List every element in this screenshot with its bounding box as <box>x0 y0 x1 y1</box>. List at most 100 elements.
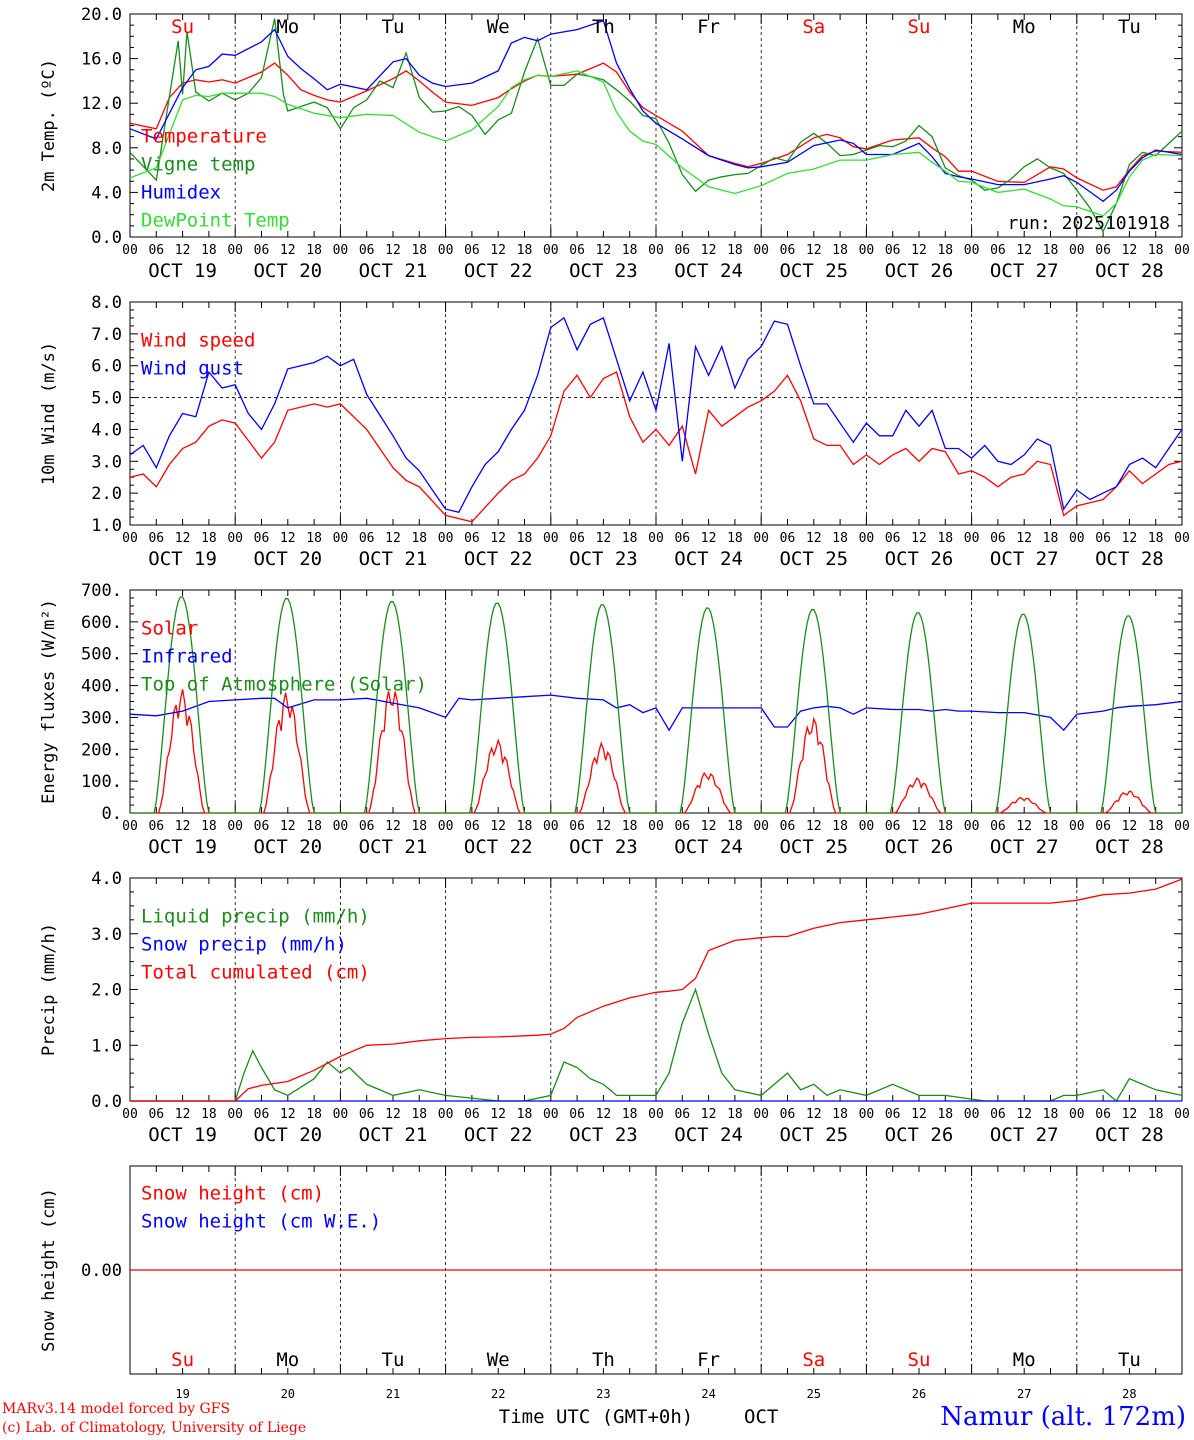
y-tick-label: 20.0 <box>81 5 122 25</box>
x-hour-label: 06 <box>569 1107 585 1122</box>
x-hour-label: 12 <box>280 531 296 546</box>
series-humidex-line <box>129 19 1183 203</box>
x-hour-label: 18 <box>201 531 217 546</box>
x-hour-label: 06 <box>885 531 901 546</box>
x-hour-label: 12 <box>280 243 296 258</box>
y-tick-label: 2.0 <box>91 981 122 1001</box>
x-hour-label: 12 <box>911 819 927 834</box>
x-hour-label: 18 <box>727 243 743 258</box>
x-date-label: OCT 22 <box>464 1124 533 1146</box>
x-hour-label: 06 <box>148 819 164 834</box>
x-date-label: OCT 27 <box>990 1124 1059 1146</box>
x-hour-label: 18 <box>622 819 638 834</box>
x-hour-label: 06 <box>1095 819 1111 834</box>
day-number-label: 20 <box>281 1387 295 1401</box>
x-hour-label: 00 <box>753 531 769 546</box>
x-date-label: OCT 26 <box>885 836 954 858</box>
x-date-label: OCT 23 <box>569 836 638 858</box>
y-tick-label: 1.0 <box>91 516 122 536</box>
x-date-label: OCT 28 <box>1095 1124 1164 1146</box>
x-hour-label: 12 <box>1016 819 1032 834</box>
y-tick-label: 16.0 <box>81 50 122 70</box>
x-date-label: OCT 27 <box>990 548 1059 570</box>
y-tick-label: 4.0 <box>91 869 122 889</box>
x-hour-label: 06 <box>1095 1107 1111 1122</box>
x-hour-label: 00 <box>859 531 875 546</box>
x-hour-label: 12 <box>280 819 296 834</box>
y-tick-label: 400. <box>81 677 122 697</box>
x-hour-label: 12 <box>1016 531 1032 546</box>
x-hour-label: 00 <box>859 819 875 834</box>
x-hour-label: 18 <box>832 531 848 546</box>
x-date-label: OCT 21 <box>359 260 428 282</box>
x-hour-label: 18 <box>517 1107 533 1122</box>
x-hour-label: 18 <box>1148 819 1164 834</box>
x-hour-label: 00 <box>1174 1107 1190 1122</box>
x-hour-label: 18 <box>1148 1107 1164 1122</box>
x-hour-label: 06 <box>359 819 375 834</box>
x-date-label: OCT 22 <box>464 836 533 858</box>
x-hour-label: 12 <box>1122 531 1138 546</box>
x-hour-label: 12 <box>490 243 506 258</box>
x-date-label: OCT 28 <box>1095 836 1164 858</box>
y-tick-label: 4.0 <box>91 183 122 203</box>
day-number-label: 22 <box>491 1387 505 1401</box>
x-hour-label: 06 <box>569 819 585 834</box>
x-date-label: OCT 21 <box>359 1124 428 1146</box>
x-date-label: OCT 20 <box>253 260 322 282</box>
x-hour-label: 12 <box>911 243 927 258</box>
x-hour-label: 06 <box>464 531 480 546</box>
x-hour-label: 12 <box>1122 1107 1138 1122</box>
y-tick-label: 3.0 <box>91 925 122 945</box>
series-wind-gust-line <box>129 316 1183 514</box>
day-number-label: 25 <box>807 1387 821 1401</box>
y-tick-label: 5.0 <box>91 389 122 409</box>
x-hour-label: 00 <box>122 243 138 258</box>
x-hour-label: 06 <box>359 1107 375 1122</box>
x-hour-label: 06 <box>254 1107 270 1122</box>
legend-entry: Total cumulated (cm) <box>141 962 370 984</box>
panel-frame <box>129 13 1183 238</box>
x-hour-label: 00 <box>964 819 980 834</box>
y-tick-label: 0.00 <box>81 1261 122 1281</box>
weekday-label: Th <box>592 1349 615 1371</box>
y-tick-label: 7.0 <box>91 325 122 345</box>
weekday-label: Su <box>171 1349 194 1371</box>
x-hour-label: 12 <box>701 1107 717 1122</box>
series-temperature-line <box>129 62 1183 191</box>
x-hour-label: 06 <box>990 531 1006 546</box>
x-date-label: OCT 25 <box>779 1124 848 1146</box>
run-annotation: run: 2025101918 <box>1007 213 1170 234</box>
x-hour-label: 12 <box>175 1107 191 1122</box>
x-date-label: OCT 24 <box>674 836 743 858</box>
series-wind-speed-line <box>129 371 1183 523</box>
weekday-label: We <box>487 1349 510 1371</box>
x-hour-label: 00 <box>1174 243 1190 258</box>
x-hour-label: 06 <box>674 819 690 834</box>
legend-entry: Snow height (cm W.E.) <box>141 1211 381 1233</box>
x-hour-label: 18 <box>411 1107 427 1122</box>
x-hour-label: 12 <box>806 531 822 546</box>
x-hour-label: 18 <box>937 1107 953 1122</box>
day-number-label: 19 <box>175 1387 189 1401</box>
legend-entry: Wind speed <box>141 330 255 352</box>
x-hour-label: 18 <box>937 243 953 258</box>
x-date-label: OCT 25 <box>779 836 848 858</box>
x-hour-label: 12 <box>1016 243 1032 258</box>
weekday-label: Mo <box>1013 16 1036 38</box>
x-hour-label: 12 <box>1122 243 1138 258</box>
x-hour-label: 00 <box>543 243 559 258</box>
x-hour-label: 00 <box>333 1107 349 1122</box>
weekday-label: Mo <box>1013 1349 1036 1371</box>
x-hour-label: 06 <box>148 243 164 258</box>
x-hour-label: 12 <box>385 531 401 546</box>
x-hour-label: 18 <box>517 531 533 546</box>
x-hour-label: 06 <box>464 243 480 258</box>
y-tick-label: 3.0 <box>91 452 122 472</box>
y-tick-label: 4.0 <box>91 420 122 440</box>
x-hour-label: 06 <box>990 819 1006 834</box>
x-hour-label: 00 <box>438 531 454 546</box>
x-hour-label: 00 <box>964 243 980 258</box>
x-date-label: OCT 25 <box>779 260 848 282</box>
legend-entry: Humidex <box>141 182 221 204</box>
